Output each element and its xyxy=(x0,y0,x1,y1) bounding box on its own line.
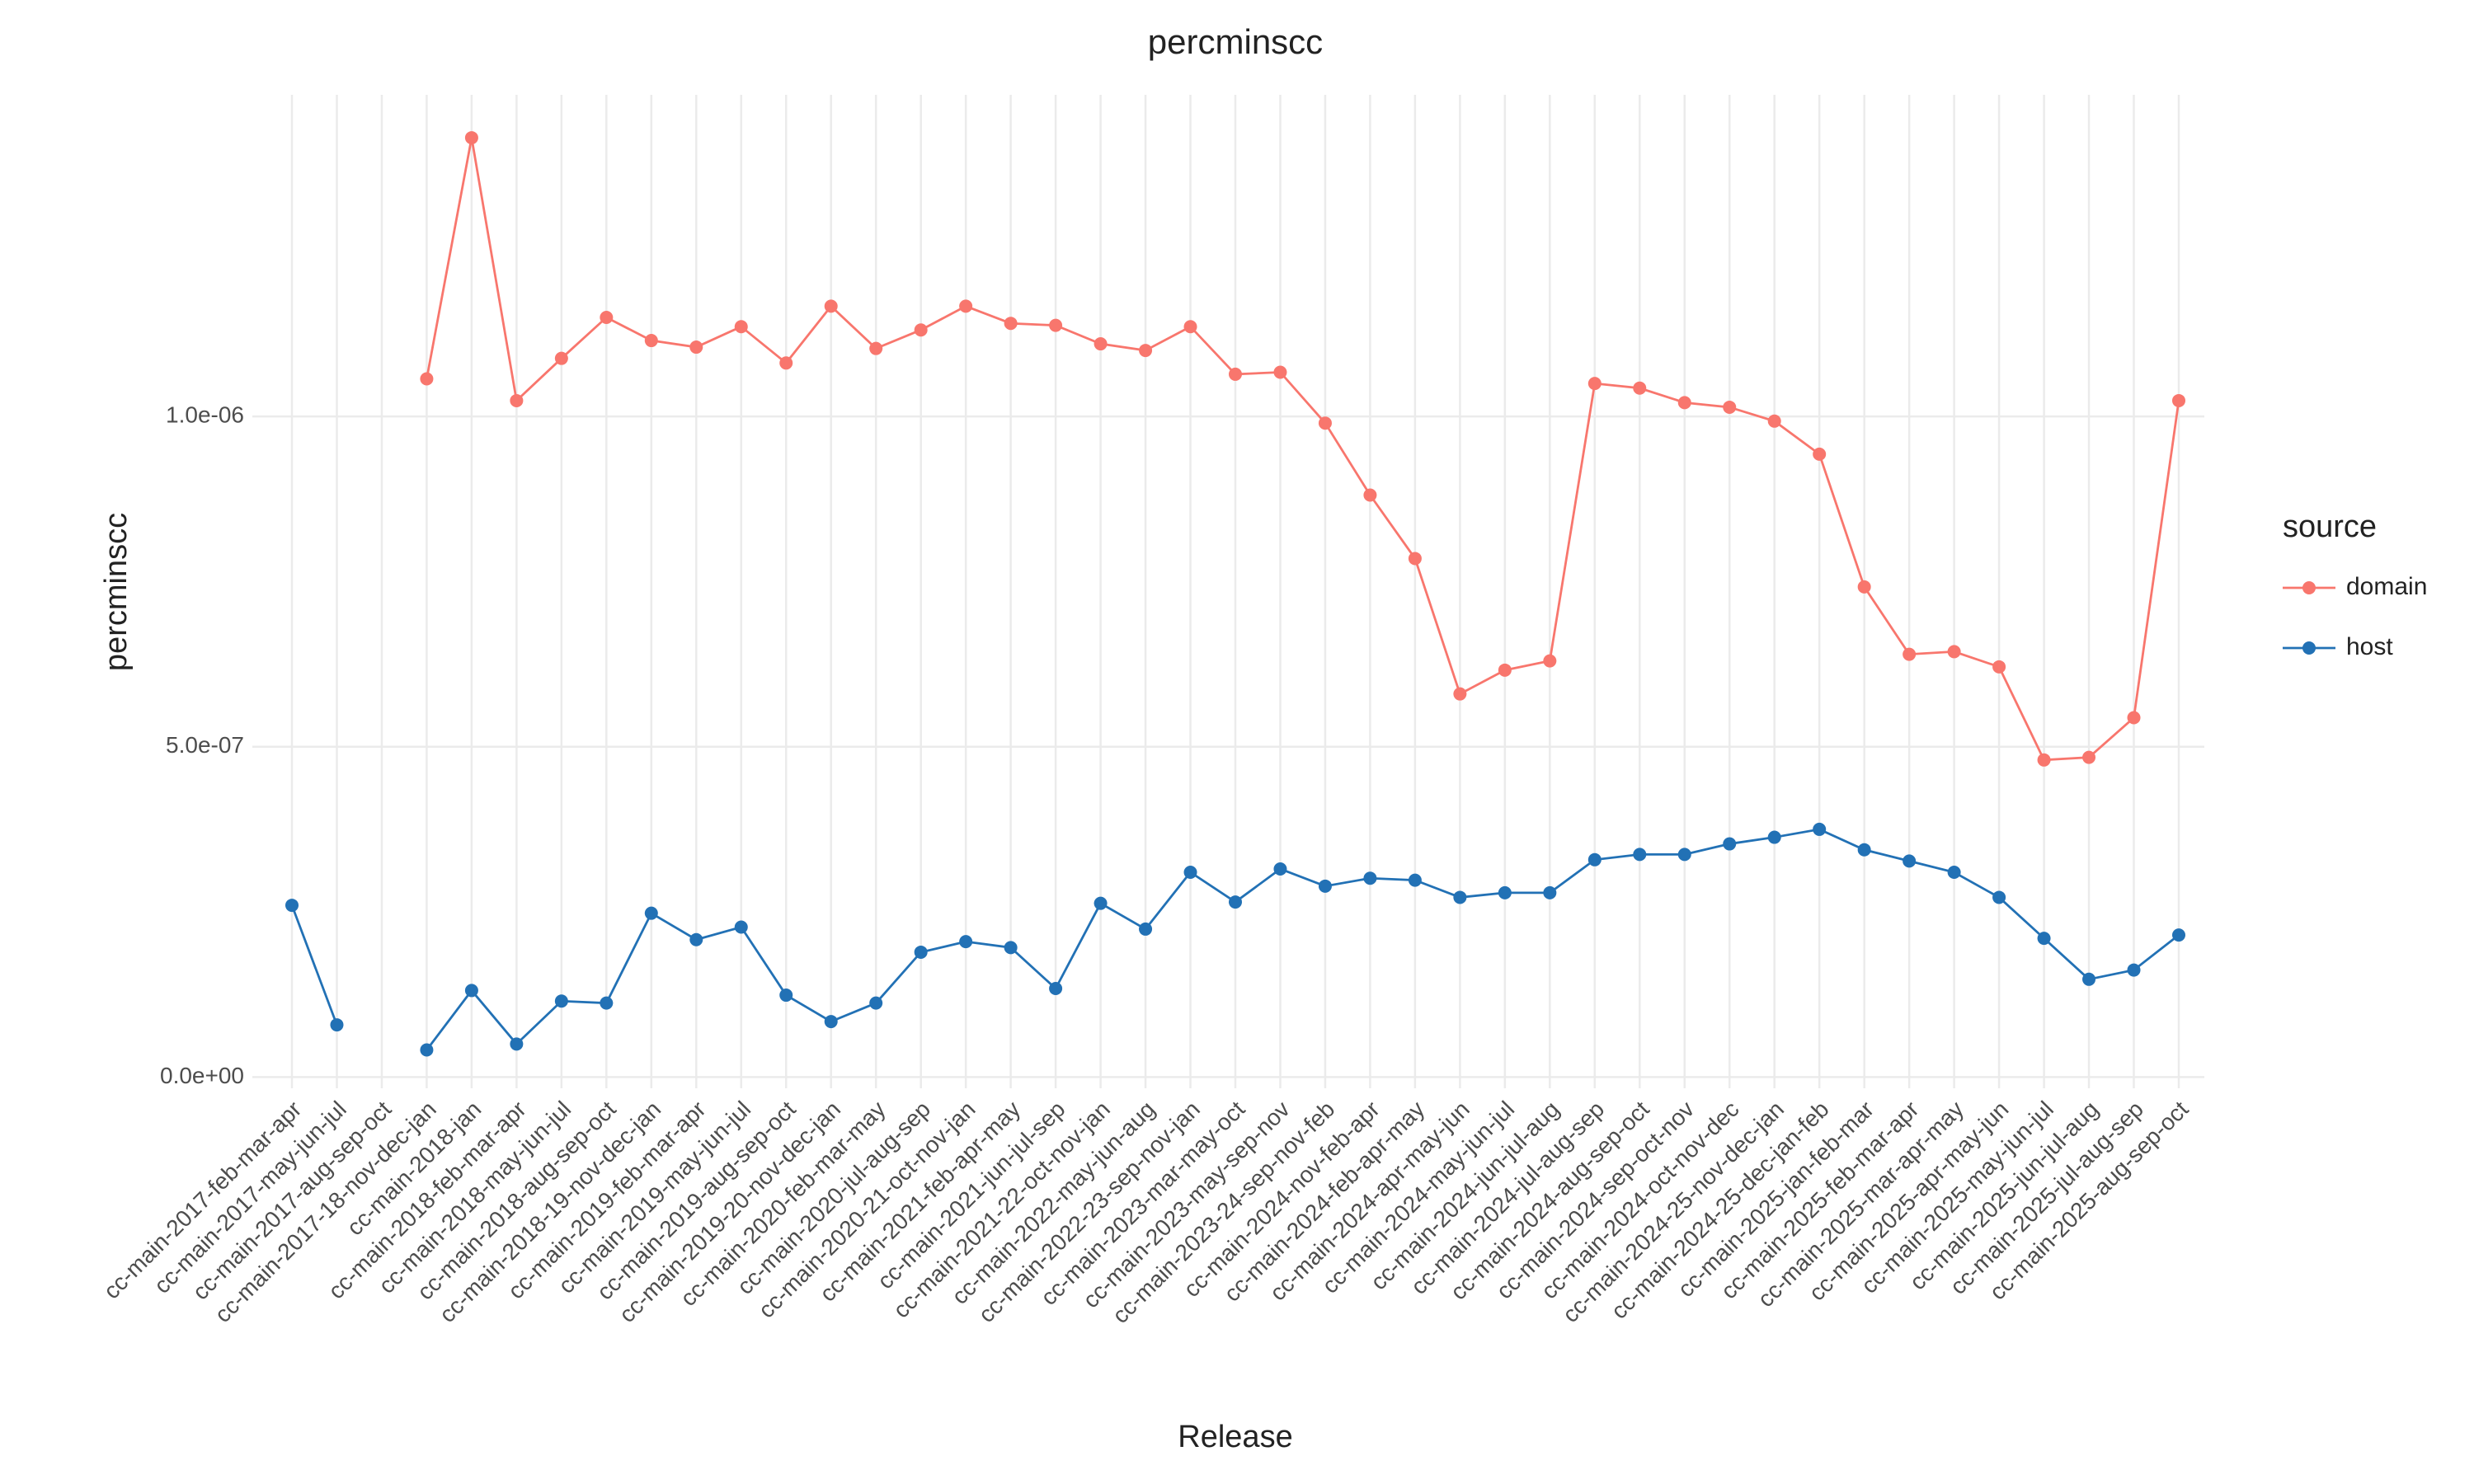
data-point xyxy=(1677,848,1691,862)
data-point xyxy=(644,906,658,920)
series-line xyxy=(426,828,2180,1051)
data-point xyxy=(1498,885,1512,899)
data-point xyxy=(869,341,883,355)
data-point xyxy=(1723,400,1737,414)
data-point xyxy=(959,935,973,949)
data-point xyxy=(420,1043,434,1057)
data-point xyxy=(914,323,928,337)
data-point xyxy=(510,1037,524,1051)
data-point xyxy=(1273,862,1287,876)
data-point xyxy=(1992,890,2006,904)
data-point xyxy=(1992,660,2006,674)
data-point xyxy=(2037,932,2051,946)
data-point xyxy=(1183,866,1197,880)
data-point xyxy=(1273,365,1287,379)
data-point xyxy=(644,334,658,348)
series-line xyxy=(290,904,338,1026)
data-point xyxy=(689,340,703,355)
data-point xyxy=(1767,414,1781,428)
data-point xyxy=(734,320,748,334)
chart-title: percminscc xyxy=(1148,22,1323,61)
data-point xyxy=(2172,393,2185,407)
data-point xyxy=(1723,837,1737,851)
data-point xyxy=(554,351,568,365)
data-point xyxy=(420,372,434,386)
data-point xyxy=(689,932,703,946)
data-point xyxy=(1049,318,1063,332)
data-point xyxy=(1408,873,1422,887)
data-point xyxy=(1004,941,1018,955)
y-axis-title: percminscc xyxy=(99,513,134,671)
data-point xyxy=(1498,663,1512,677)
legend-label: host xyxy=(2346,633,2393,660)
legend-key-point xyxy=(2302,641,2316,655)
data-point xyxy=(1813,822,1827,836)
data-point xyxy=(1318,879,1332,893)
data-point xyxy=(330,1018,344,1032)
data-point xyxy=(1408,552,1422,566)
data-point xyxy=(2172,928,2185,942)
data-point xyxy=(1049,982,1063,996)
data-point xyxy=(600,311,614,325)
data-point xyxy=(1767,830,1781,844)
data-point xyxy=(464,984,478,998)
data-point xyxy=(1139,344,1153,358)
data-point xyxy=(869,996,883,1010)
y-tick-label: 0.0e+00 xyxy=(160,1063,244,1088)
data-point xyxy=(1318,416,1332,430)
data-point xyxy=(1633,848,1647,862)
data-point xyxy=(1813,447,1827,461)
data-point xyxy=(510,393,524,407)
data-point xyxy=(779,989,793,1003)
data-point xyxy=(1229,367,1242,381)
legend-title: source xyxy=(2283,510,2377,544)
data-point xyxy=(1677,396,1691,410)
data-point xyxy=(1543,885,1557,899)
data-point xyxy=(1903,854,1917,868)
data-point xyxy=(1094,896,1108,910)
data-point xyxy=(2127,963,2141,977)
data-point xyxy=(824,299,838,313)
data-point xyxy=(1229,895,1242,909)
y-tick-label: 5.0e-07 xyxy=(166,732,244,758)
series-line xyxy=(426,137,2180,762)
legend-label: domain xyxy=(2346,573,2427,600)
data-point xyxy=(2037,753,2051,767)
data-point xyxy=(2082,750,2096,764)
data-point xyxy=(1183,320,1197,334)
data-point xyxy=(1094,337,1108,351)
data-point xyxy=(959,299,973,313)
data-point xyxy=(1004,317,1018,331)
data-point xyxy=(2082,972,2096,986)
data-point xyxy=(1453,687,1467,701)
data-point xyxy=(779,356,793,370)
data-point xyxy=(464,131,478,145)
data-point xyxy=(914,945,928,959)
data-point xyxy=(1947,645,1961,659)
y-tick-label: 1.0e-06 xyxy=(166,402,244,428)
data-point xyxy=(824,1015,838,1029)
legend-key-point xyxy=(2302,581,2316,594)
data-point xyxy=(1857,843,1871,857)
data-point xyxy=(734,920,748,934)
data-point xyxy=(1543,654,1557,668)
data-point xyxy=(554,994,568,1008)
data-point xyxy=(1363,871,1377,885)
data-point xyxy=(1633,381,1647,395)
data-point xyxy=(1363,488,1377,502)
data-point xyxy=(1453,890,1467,904)
data-point xyxy=(1139,922,1153,936)
data-point xyxy=(1587,377,1602,391)
data-point xyxy=(1587,852,1602,866)
x-axis-title: Release xyxy=(1178,1420,1292,1454)
data-point xyxy=(1947,866,1961,880)
data-point xyxy=(1857,580,1871,594)
data-point xyxy=(600,996,614,1010)
data-point xyxy=(1903,647,1917,661)
data-point xyxy=(2127,711,2141,725)
data-point xyxy=(285,899,299,913)
